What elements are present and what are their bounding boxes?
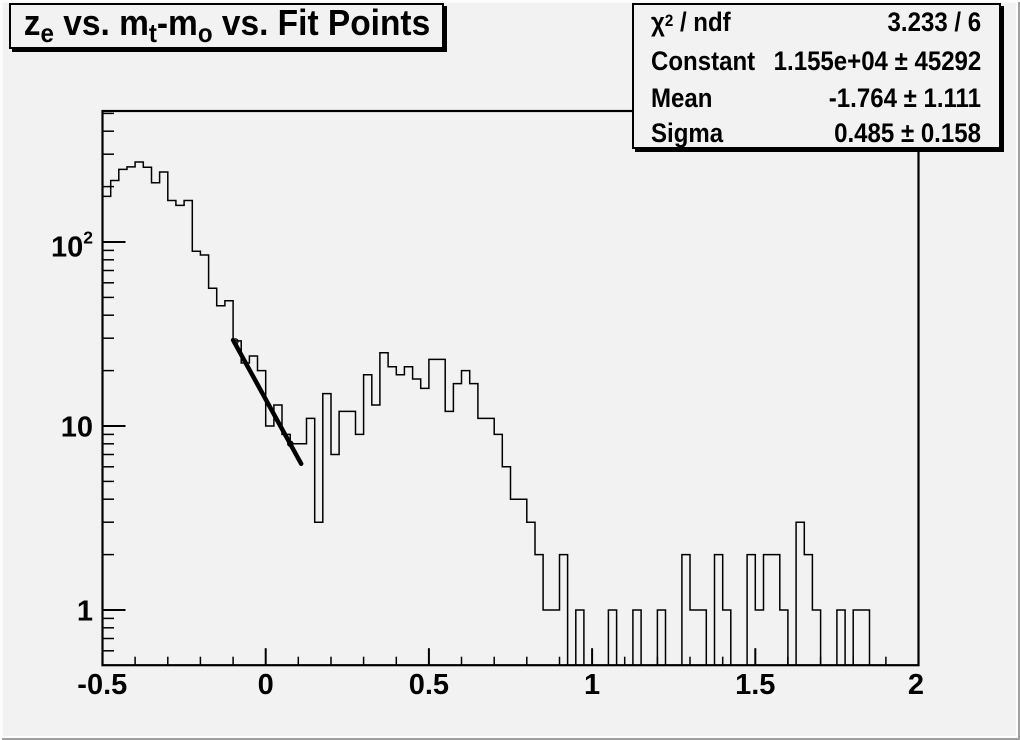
svg-text:0.5: 0.5 [409,669,449,701]
svg-text:-0.5: -0.5 [77,669,127,701]
svg-text:0: 0 [258,669,274,701]
svg-text:1: 1 [584,669,600,701]
svg-text:1.5: 1.5 [735,669,775,701]
svg-text:1: 1 [77,596,93,628]
svg-text:2: 2 [908,669,924,701]
svg-text:10: 10 [61,412,93,444]
